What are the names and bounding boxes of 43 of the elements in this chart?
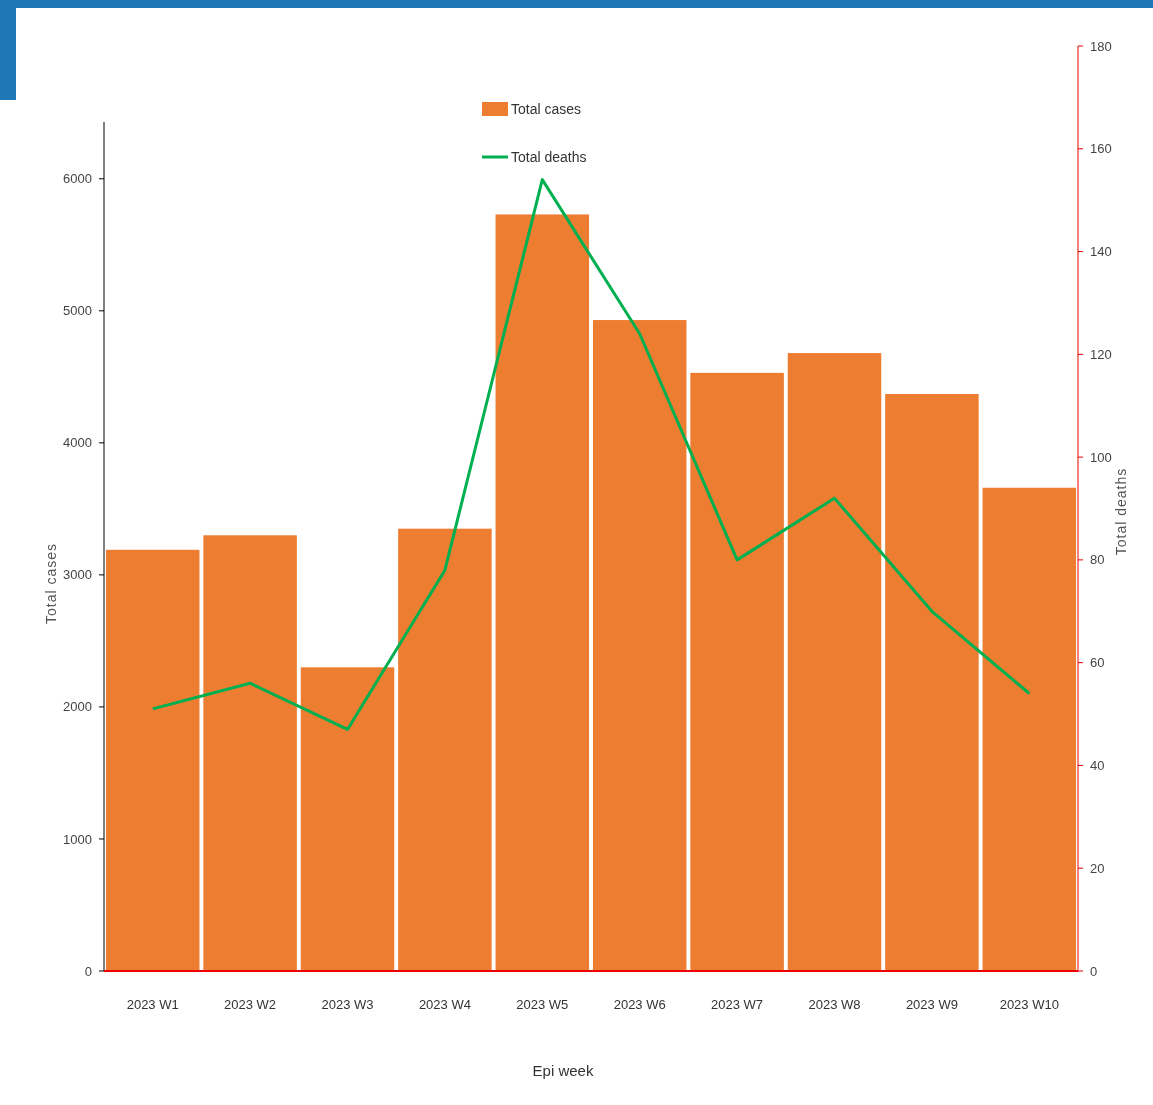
y2-axis-title: Total deaths — [1113, 467, 1129, 556]
bar — [982, 487, 1077, 971]
bar — [203, 535, 297, 971]
legend-label: Total deaths — [511, 148, 587, 165]
x-tick-label: 2023 W6 — [613, 997, 666, 1012]
x-tick-label: 2023 W7 — [711, 997, 764, 1012]
legend-label: Total cases — [511, 100, 582, 117]
bar — [398, 528, 492, 971]
x-tick-label: 2023 W10 — [999, 997, 1059, 1012]
y2-tick-label: 100 — [1090, 449, 1112, 465]
x-tick-label: 2023 W4 — [418, 997, 471, 1012]
bar — [592, 320, 687, 971]
x-tick-label: 2023 W3 — [321, 997, 374, 1012]
bar — [495, 214, 590, 971]
x-tick-label: 2023 W1 — [126, 997, 179, 1012]
y-tick-label: 5000 — [63, 303, 92, 319]
x-axis-title: Epi week — [532, 1062, 594, 1079]
bar — [300, 667, 395, 971]
y-tick-label: 3000 — [63, 567, 92, 583]
x-tick-label: 2023 W2 — [224, 997, 277, 1012]
x-tick-label: 2023 W9 — [905, 997, 958, 1012]
y2-tick-label: 0 — [1090, 963, 1098, 979]
y-tick-label: 0 — [84, 963, 92, 979]
y-tick-label: 1000 — [63, 831, 92, 847]
x-tick-label: 2023 W8 — [808, 997, 861, 1012]
y2-tick-label: 60 — [1090, 655, 1105, 671]
y-axis-title: Total cases — [43, 542, 59, 625]
bar — [690, 372, 784, 971]
y2-tick-label: 120 — [1090, 346, 1112, 362]
y-tick-label: 4000 — [63, 435, 92, 451]
y2-tick-label: 180 — [1090, 38, 1112, 54]
y-tick-label: 6000 — [63, 171, 92, 187]
y2-tick-label: 80 — [1090, 552, 1105, 568]
bar — [105, 549, 200, 971]
line-series — [151, 178, 1031, 731]
y-tick-label: 2000 — [63, 699, 92, 715]
y2-tick-label: 160 — [1090, 141, 1112, 157]
y2-tick-label: 20 — [1090, 860, 1105, 876]
x-tick-label: 2023 W5 — [516, 997, 569, 1012]
bar — [885, 394, 979, 971]
bar — [787, 353, 882, 971]
y2-tick-label: 140 — [1090, 244, 1112, 260]
y2-tick-label: 40 — [1090, 757, 1105, 773]
